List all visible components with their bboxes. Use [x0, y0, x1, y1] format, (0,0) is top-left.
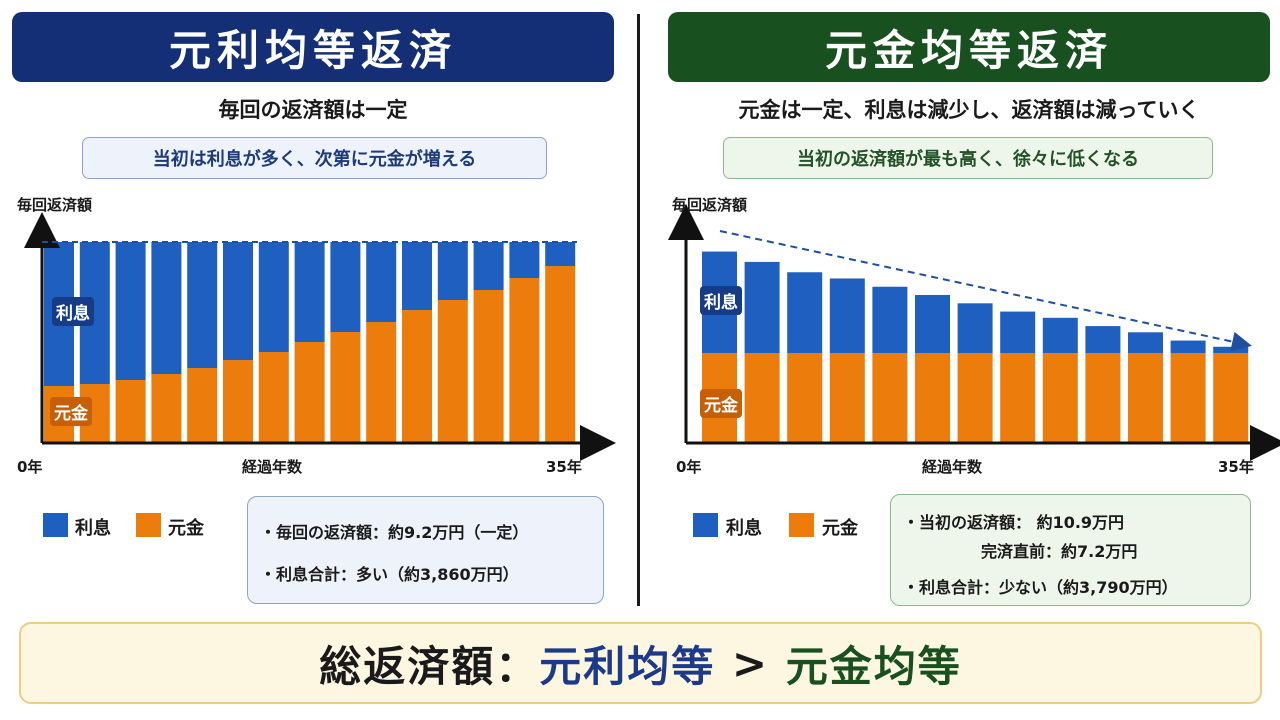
left-bars	[44, 242, 576, 442]
left-principal-bar-14	[509, 278, 540, 442]
left-principal-tag: 元金	[50, 397, 92, 426]
right-principal-tag: 元金	[700, 389, 742, 418]
right-interest-bar-8	[1000, 311, 1036, 353]
right-principal-bar-11	[1128, 352, 1163, 442]
right-principal-bar-10	[1085, 352, 1121, 442]
summary-label: 総返済額：	[319, 641, 540, 691]
summary-op: >	[715, 638, 786, 688]
left-legend-principal-swatch	[136, 513, 161, 537]
left-interest-bar-15	[545, 242, 576, 266]
left-principal-bar-11	[402, 310, 432, 442]
left-interest-bar-6	[223, 242, 253, 360]
right-x-label: 経過年数	[922, 458, 983, 476]
center-divider	[637, 14, 640, 606]
right-interest-tag: 利息	[700, 286, 742, 315]
right-note: 当初の返済額が最も高く、徐々に低くなる	[723, 137, 1213, 179]
left-note: 当初は利息が多く、次第に元金が増える	[82, 137, 547, 179]
right-principal-bar-13	[1213, 352, 1249, 442]
right-y-label: 毎回返済額	[672, 196, 747, 214]
right-legend-interest-label: 利息	[726, 518, 762, 539]
right-principal-bar-4	[829, 352, 865, 442]
summary-a: 元利均等	[539, 641, 716, 691]
right-legend-principal-swatch	[789, 513, 814, 537]
right-principal-bar-2	[744, 352, 780, 442]
left-principal-bar-13	[473, 290, 504, 442]
left-interest-bar-11	[402, 242, 432, 310]
left-interest-bar-5	[187, 242, 218, 368]
left-legend-interest-label: 利息	[75, 518, 111, 539]
right-legend-interest-swatch	[693, 513, 718, 537]
left-principal-bar-7	[258, 352, 289, 442]
right-interest-bar-5	[872, 286, 908, 353]
right-x-end: 35年	[1218, 458, 1254, 476]
left-x-end: 35年	[546, 458, 582, 476]
left-subtitle: 毎回の返済額は一定	[218, 98, 408, 122]
left-principal-bar-3	[115, 380, 146, 442]
left-interest-tag: 利息	[52, 297, 94, 326]
right-info-line-2: 完済直前：約7.2万円	[981, 542, 1138, 561]
right-interest-bar-3	[787, 272, 823, 353]
left-x-label: 経過年数	[242, 458, 303, 476]
left-interest-bar-7	[258, 242, 289, 352]
left-principal-bar-8	[294, 342, 325, 442]
right-interest-bar-9	[1042, 317, 1078, 353]
left-interest-bar-14	[509, 242, 540, 278]
right-info-line-1: ・当初の返済額： 約10.9万円	[903, 513, 1125, 532]
left-interest-bar-8	[294, 242, 325, 342]
right-interest-bar-4	[829, 278, 865, 353]
right-info-box: ・当初の返済額： 約10.9万円 完済直前：約7.2万円 ・利息合計：少ない（約…	[890, 494, 1251, 606]
left-info-box: ・毎回の返済額：約9.2万円（一定） ・利息合計：多い（約3,860万円）	[247, 496, 604, 604]
right-interest-bar-10	[1085, 326, 1121, 353]
right-principal-bar-9	[1042, 352, 1078, 442]
left-principal-bar-15	[545, 266, 576, 442]
left-interest-bar-13	[473, 242, 504, 290]
left-principal-bar-10	[366, 322, 397, 442]
right-principal-bar-8	[1000, 352, 1036, 442]
right-bars	[702, 251, 1249, 442]
right-principal-bar-6	[915, 352, 950, 442]
right-interest-bar-13	[1213, 346, 1249, 353]
left-principal-bar-4	[151, 374, 182, 442]
right-interest-bar-6	[915, 295, 950, 353]
left-info-line-2: ・利息合計：多い（約3,860万円）	[260, 565, 519, 584]
left-principal-bar-9	[330, 332, 361, 442]
left-interest-bar-3	[115, 242, 146, 380]
left-legend-principal-label: 元金	[168, 518, 204, 539]
right-principal-bar-3	[787, 352, 823, 442]
right-principal-bar-7	[957, 352, 993, 442]
left-x-start: 0年	[17, 458, 42, 476]
left-principal-bar-6	[223, 360, 253, 442]
right-interest-bar-2	[744, 261, 780, 353]
right-principal-bar-12	[1170, 352, 1206, 442]
left-principal-bar-12	[437, 300, 468, 442]
right-x-start: 0年	[676, 458, 701, 476]
left-info-line-1: ・毎回の返済額：約9.2万円（一定）	[260, 523, 529, 542]
left-interest-bar-4	[151, 242, 182, 374]
left-interest-bar-12	[437, 242, 468, 300]
left-legend-interest-swatch	[43, 513, 68, 537]
left-y-label: 毎回返済額	[17, 196, 92, 214]
left-interest-bar-9	[330, 242, 361, 332]
right-info-line-3: ・利息合計：少ない（約3,790万円）	[903, 578, 1178, 597]
total-repayment-summary: 総返済額： 元利均等 > 元金均等	[19, 622, 1262, 704]
left-interest-bar-10	[366, 242, 397, 322]
right-interest-bar-7	[957, 303, 993, 353]
summary-b: 元金均等	[785, 641, 962, 691]
right-subtitle: 元金は一定、利息は減少し、返済額は減っていく	[738, 98, 1200, 122]
left-header: 元利均等返済	[12, 12, 614, 82]
right-header: 元金均等返済	[668, 12, 1270, 82]
left-principal-bar-5	[187, 368, 218, 442]
right-decline-trend	[719, 230, 1252, 352]
right-interest-bar-11	[1128, 332, 1163, 353]
right-interest-bar-12	[1170, 340, 1206, 353]
right-principal-bar-5	[872, 352, 908, 442]
right-legend-principal-label: 元金	[822, 518, 858, 539]
